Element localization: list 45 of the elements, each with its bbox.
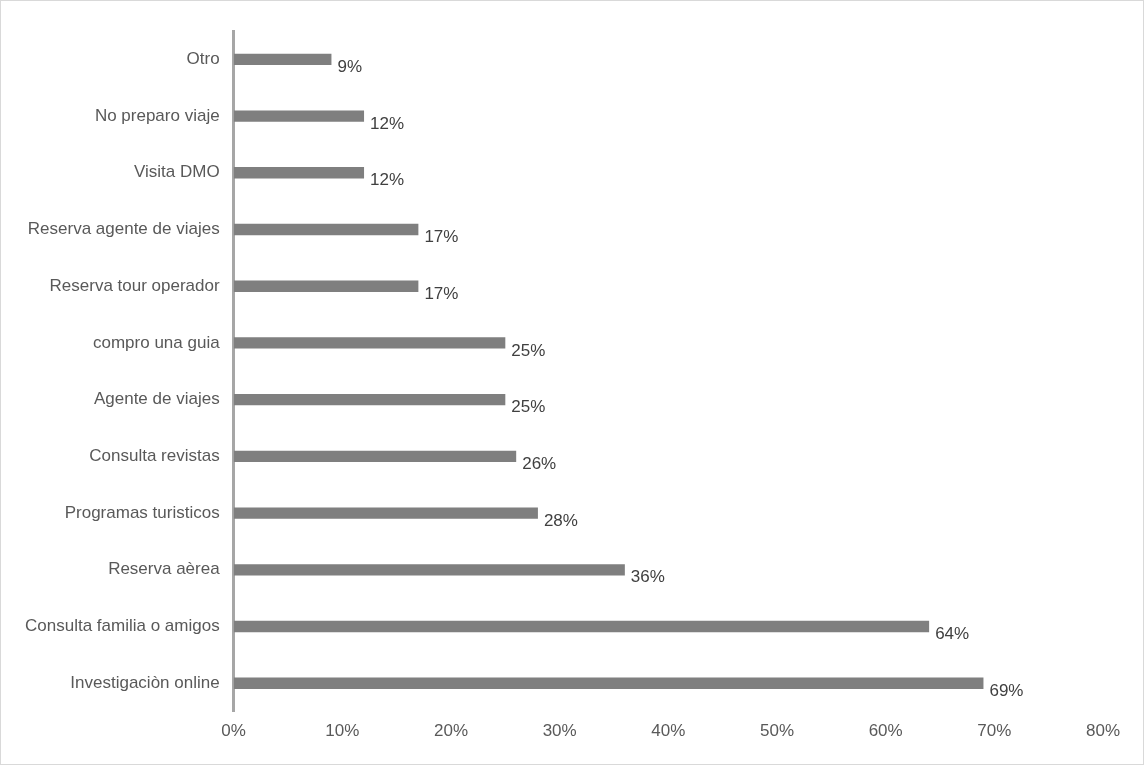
data-label: 25%: [511, 397, 546, 417]
bar: [233, 450, 517, 463]
bar: [233, 110, 365, 122]
bar: [233, 564, 625, 576]
y-tick-label: Otro: [186, 49, 220, 69]
x-tick-label: 60%: [868, 721, 903, 741]
y-tick-label: Programas turisticos: [64, 502, 220, 522]
y-tick-label: Investigaciòn online: [70, 672, 220, 692]
data-label: 9%: [337, 57, 363, 77]
y-tick-label: Reserva tour operador: [49, 275, 220, 295]
y-tick-label: Visita DMO: [133, 162, 220, 182]
x-tick-label: 30%: [542, 721, 577, 741]
data-label: 28%: [543, 510, 578, 530]
data-label: 64%: [935, 624, 970, 644]
data-label: 69%: [989, 680, 1024, 700]
y-tick-label: Agente de viajes: [93, 389, 220, 409]
bar: [233, 167, 365, 179]
data-label: 26%: [522, 454, 557, 474]
y-tick-label: Consulta revistas: [89, 446, 220, 466]
y-tick-label: Reserva aèrea: [108, 559, 221, 579]
x-tick-label: 40%: [651, 721, 686, 741]
y-tick-label: No preparo viaje: [94, 105, 220, 125]
y-tick-label: Consulta familia o amigos: [24, 616, 220, 636]
data-label: 17%: [424, 283, 459, 303]
data-label: 36%: [630, 567, 665, 587]
bar: [233, 337, 506, 349]
bar: [233, 677, 984, 689]
x-tick-label: 0%: [221, 721, 246, 741]
x-tick-label: 20%: [433, 721, 468, 741]
bar: [233, 620, 930, 633]
bar: [233, 53, 332, 66]
data-label: 12%: [370, 113, 405, 133]
bar: [233, 223, 419, 236]
x-tick-label: 80%: [1085, 721, 1121, 741]
bar: [233, 393, 506, 406]
x-tick-label: 10%: [325, 721, 360, 741]
data-label: 12%: [370, 170, 405, 190]
y-tick-label: compro una guia: [93, 332, 221, 352]
data-label: 17%: [424, 227, 459, 247]
y-tick-label: Reserva agente de viajes: [27, 219, 220, 239]
bar: [233, 507, 538, 519]
data-label: 25%: [511, 340, 546, 360]
x-tick-label: 70%: [977, 721, 1012, 741]
bar: [233, 280, 419, 292]
x-tick-label: 50%: [759, 721, 795, 741]
